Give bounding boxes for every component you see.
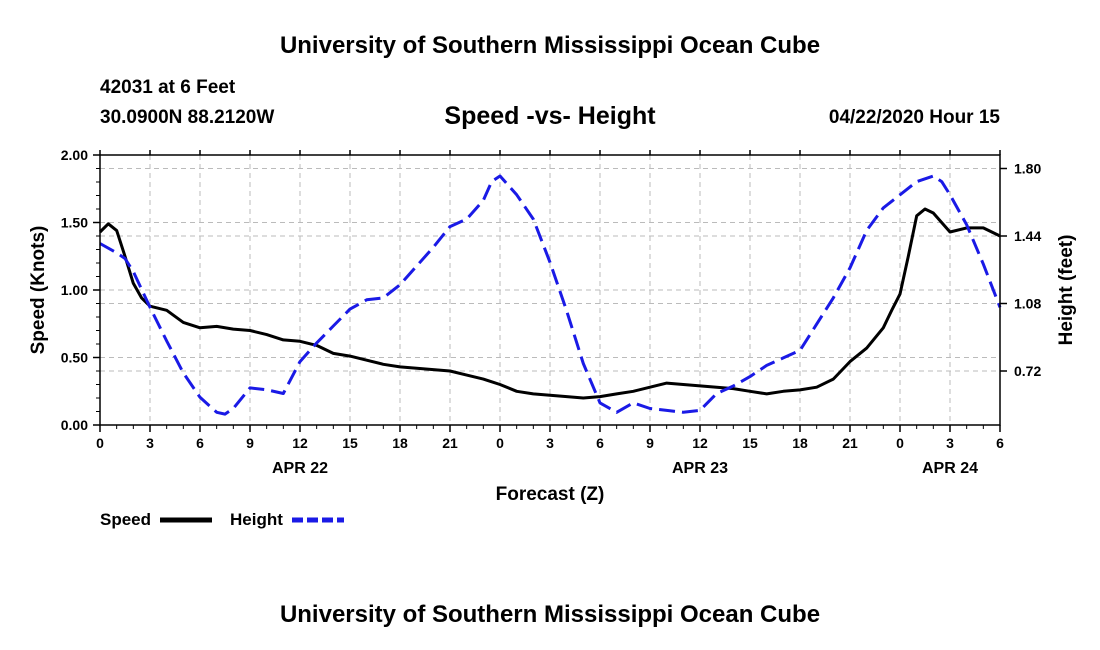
station-label: 42031 at 6 Feet	[100, 77, 236, 98]
x-tick-label: 15	[742, 435, 758, 451]
y2-tick-label: 1.08	[1014, 296, 1041, 312]
series-height-line	[99, 174, 1002, 416]
series-layer	[98, 174, 1002, 416]
grid	[100, 155, 1000, 425]
x-tick-label: 21	[442, 435, 458, 451]
x-tick-label: 0	[496, 435, 504, 451]
datetime-label: 04/22/2020 Hour 15	[828, 107, 1000, 128]
x-tick-label: 18	[392, 435, 408, 451]
axes: 0 3 6 9 12 15 18 21 0 3 6 9 12 15 18 21 0 3 6 APR 22 APR 23 A…	[61, 147, 1042, 477]
chart-title: Speed -vs- Height	[444, 102, 656, 130]
y-tick-label: 1.50	[61, 215, 88, 231]
y2-tick-label: 0.72	[1014, 363, 1041, 379]
x-tick-label: 3	[946, 435, 954, 451]
x-tick-label: 18	[792, 435, 808, 451]
day-label: APR 23	[672, 460, 728, 477]
page-title: University of Southern Mississippi Ocean…	[279, 32, 821, 59]
y-tick-label: 0.50	[61, 350, 88, 366]
y-axis-label: Speed (Knots)	[28, 226, 49, 355]
x-tick-label: 12	[692, 435, 708, 451]
x-tick-label: 3	[546, 435, 554, 451]
legend-height-label: Height	[230, 510, 283, 529]
y-tick-label: 0.00	[61, 417, 88, 433]
x-tick-label: 12	[292, 435, 308, 451]
y2-tick-label: 1.80	[1014, 161, 1041, 177]
footer-title: University of Southern Mississippi Ocean…	[279, 601, 821, 628]
location-label: 30.0900N 88.2120W	[100, 107, 275, 128]
x-tick-label: 0	[896, 435, 904, 451]
x-tick-label: 9	[646, 435, 654, 451]
day-label: APR 24	[922, 460, 978, 477]
y-tick-label: 2.00	[61, 147, 88, 163]
series-speed-line	[98, 207, 1001, 400]
x-tick-label: 3	[146, 435, 154, 451]
y2-tick-label: 1.44	[1014, 228, 1041, 244]
x-tick-label: 6	[596, 435, 604, 451]
x-tick-label: 9	[246, 435, 254, 451]
x-tick-label: 6	[996, 435, 1004, 451]
x-tick-label: 21	[842, 435, 858, 451]
x-tick-label: 0	[96, 435, 104, 451]
day-label: APR 22	[272, 460, 328, 477]
legend: Speed Height	[100, 510, 344, 529]
y2-axis-label: Height (feet)	[1056, 235, 1077, 346]
x-tick-label: 6	[196, 435, 204, 451]
x-axis-label: Forecast (Z)	[496, 484, 605, 505]
x-tick-label: 15	[342, 435, 358, 451]
legend-speed-label: Speed	[100, 510, 151, 529]
y-tick-label: 1.00	[61, 282, 88, 298]
